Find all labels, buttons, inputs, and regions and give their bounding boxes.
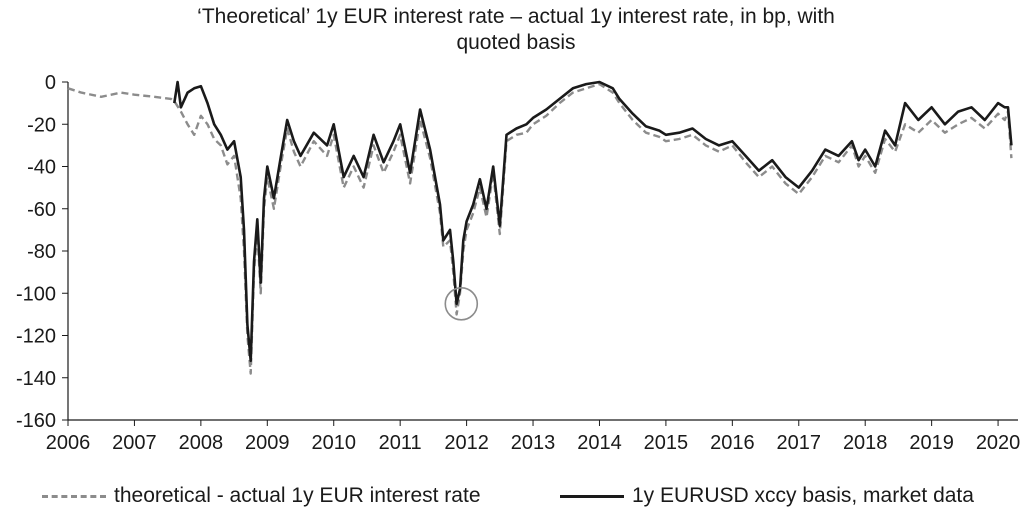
y-tick-label: -60: [27, 199, 56, 221]
x-tick-label: 2018: [843, 432, 888, 454]
y-tick-label: -80: [27, 241, 56, 263]
chart-title-line-1: ‘Theoretical’ 1y EUR interest rate – act…: [197, 5, 835, 28]
y-tick-label: -120: [16, 326, 56, 348]
series-line-0: [67, 82, 1013, 375]
legend-label-theoretical: theoretical - actual 1y EUR interest rat…: [114, 484, 481, 507]
x-tick-label: 2006: [46, 432, 91, 454]
y-tick-label: -160: [16, 410, 56, 432]
x-tick-label: 2017: [777, 432, 822, 454]
y-tick-label: -40: [27, 157, 56, 179]
y-tick-label: -140: [16, 368, 56, 390]
legend-swatch-dashed: [42, 494, 106, 498]
chart-legend: theoretical - actual 1y EUR interest rat…: [0, 484, 1032, 510]
legend-item-theoretical: theoretical - actual 1y EUR interest rat…: [42, 484, 481, 508]
x-tick-label: 2020: [976, 432, 1021, 454]
legend-item-basis: 1y EURUSD xccy basis, market data: [560, 484, 974, 508]
x-tick-label: 2016: [710, 432, 755, 454]
x-tick-label: 2009: [245, 432, 290, 454]
x-tick-label: 2008: [179, 432, 224, 454]
x-tick-label: 2015: [644, 432, 689, 454]
x-tick-label: 2010: [311, 432, 356, 454]
chart-title-line-2: quoted basis: [456, 31, 576, 54]
legend-label-basis: 1y EURUSD xccy basis, market data: [632, 484, 974, 507]
x-tick-label: 2019: [909, 432, 954, 454]
y-tick-label: 0: [45, 72, 56, 94]
annotation-circle: [444, 287, 479, 321]
x-tick-label: 2011: [379, 432, 422, 454]
x-tick-label: 2014: [577, 432, 622, 454]
x-tick-label: 2013: [511, 432, 556, 454]
y-tick-label: -20: [27, 114, 56, 136]
x-tick-label: 2007: [112, 432, 157, 454]
y-tick-label: -100: [16, 283, 56, 305]
chart-title: ‘Theoretical’ 1y EUR interest rate – act…: [0, 4, 1032, 56]
series-line-1: [173, 80, 1013, 363]
legend-swatch-solid: [560, 494, 624, 498]
x-tick-label: 2012: [444, 432, 489, 454]
